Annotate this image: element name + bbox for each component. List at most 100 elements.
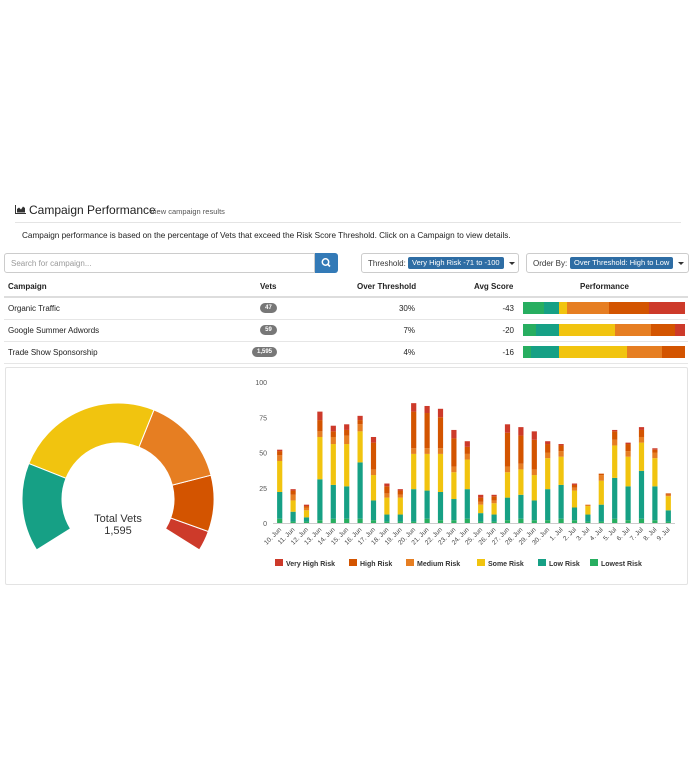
bar-segment-very-high-risk bbox=[277, 449, 283, 452]
bar-segment-lowest-risk bbox=[545, 520, 551, 523]
bar-segment-lowest-risk bbox=[464, 518, 470, 523]
bar-segment-very-high-risk bbox=[504, 424, 511, 433]
donut-segment-low-risk[interactable] bbox=[21, 462, 72, 551]
view-results-link[interactable]: View campaign results bbox=[150, 207, 225, 216]
bar-segment-high-risk bbox=[290, 490, 296, 495]
bar-segment-some-risk bbox=[491, 503, 497, 515]
bar-segment-very-high-risk bbox=[330, 425, 336, 432]
column-over-threshold[interactable]: Over Threshold bbox=[357, 282, 417, 291]
donut-segment-high-risk[interactable] bbox=[170, 474, 215, 533]
legend-swatch bbox=[590, 559, 598, 566]
bar-segment-medium-risk bbox=[411, 448, 417, 454]
legend-item[interactable]: Lowest Risk bbox=[601, 561, 642, 568]
bar-segment-low-risk bbox=[277, 491, 283, 519]
bar-segment-low-risk bbox=[518, 494, 524, 519]
bar-segment-lowest-risk bbox=[344, 518, 350, 523]
bar-segment-some-risk bbox=[598, 480, 604, 505]
bar-segment-some-risk bbox=[357, 431, 363, 463]
bar-segment-low-risk bbox=[571, 507, 578, 521]
bar-segment-low-risk bbox=[303, 517, 310, 522]
bar-segment-high-risk bbox=[384, 486, 390, 494]
panel-header: Campaign Performance View campaign resul… bbox=[15, 200, 681, 223]
bar-segment-high-risk bbox=[397, 490, 403, 495]
column-campaign[interactable]: Campaign bbox=[8, 282, 47, 291]
legend-item[interactable]: Very High Risk bbox=[286, 561, 335, 568]
bar-segment-lowest-risk bbox=[598, 521, 604, 523]
bar-segment-medium-risk bbox=[437, 448, 444, 454]
bar-segment-very-high-risk bbox=[491, 494, 497, 497]
bar-segment-low-risk bbox=[665, 510, 671, 522]
table-row[interactable]: Organic Traffic 47 30% -43 bbox=[4, 297, 688, 320]
table-row[interactable]: Trade Show Sponsorship 1,595 4% -16 bbox=[4, 341, 688, 364]
legend-item[interactable]: Some Risk bbox=[488, 561, 524, 568]
bar-segment-lowest-risk bbox=[491, 521, 497, 523]
bar-segment-high-risk bbox=[451, 438, 457, 467]
performance-segment-high-risk bbox=[608, 302, 650, 314]
bar-segment-lowest-risk bbox=[612, 518, 618, 523]
bar-segment-high-risk bbox=[330, 431, 336, 437]
legend-item[interactable]: High Risk bbox=[360, 561, 392, 568]
bar-segment-low-risk bbox=[638, 470, 645, 519]
bar-segment-very-high-risk bbox=[478, 494, 484, 498]
bar-segment-very-high-risk bbox=[545, 441, 551, 445]
bar-segment-some-risk bbox=[451, 472, 457, 500]
chevron-down-icon bbox=[678, 262, 684, 265]
campaign-name: Google Summer Adwords bbox=[8, 326, 100, 335]
bar-segment-high-risk bbox=[612, 431, 618, 440]
bar-segment-low-risk bbox=[598, 504, 604, 522]
x-tick-label: 1. Jul bbox=[549, 526, 565, 542]
bar-segment-high-risk bbox=[531, 439, 537, 470]
performance-segment-very-high-risk bbox=[649, 302, 685, 314]
performance-segment-high-risk bbox=[650, 324, 676, 336]
donut-segment-some-risk[interactable] bbox=[28, 402, 155, 479]
column-vets[interactable]: Vets bbox=[260, 282, 277, 291]
bar-segment-low-risk bbox=[491, 514, 497, 522]
bar-segment-some-risk bbox=[558, 456, 564, 485]
y-tick-label: 50 bbox=[259, 451, 267, 458]
campaign-name: Organic Traffic bbox=[8, 304, 60, 313]
bar-segment-high-risk bbox=[504, 432, 511, 467]
legend-item[interactable]: Low Risk bbox=[549, 561, 580, 568]
legend-item[interactable]: Medium Risk bbox=[417, 561, 460, 568]
bar-segment-some-risk bbox=[545, 458, 551, 490]
table-row[interactable]: Google Summer Adwords 59 7% -20 bbox=[4, 319, 688, 342]
performance-segment-some-risk bbox=[558, 302, 567, 314]
bar-segment-very-high-risk bbox=[290, 489, 296, 491]
bar-segment-very-high-risk bbox=[411, 403, 417, 412]
bar-segment-high-risk bbox=[558, 445, 564, 452]
bar-segment-some-risk bbox=[303, 510, 310, 518]
bar-segment-some-risk bbox=[330, 444, 336, 485]
column-avg-score[interactable]: Avg Score bbox=[474, 282, 514, 291]
threshold-dropdown[interactable]: Threshold: Very High Risk -71 to -100 bbox=[361, 253, 519, 273]
bar-segment-some-risk bbox=[370, 475, 377, 501]
bar-segment-very-high-risk bbox=[531, 431, 537, 440]
bar-segment-lowest-risk bbox=[411, 521, 417, 523]
search-button[interactable] bbox=[315, 253, 338, 273]
donut-segment-very-high-risk[interactable] bbox=[164, 517, 209, 551]
donut-segment-medium-risk[interactable] bbox=[138, 409, 212, 486]
bar-segment-lowest-risk bbox=[665, 521, 671, 523]
y-tick-label: 75 bbox=[259, 415, 267, 422]
campaign-name: Trade Show Sponsorship bbox=[8, 348, 98, 357]
area-chart-icon bbox=[15, 205, 26, 214]
legend-swatch bbox=[477, 559, 485, 566]
bar-segment-lowest-risk bbox=[290, 521, 296, 523]
y-tick-label: 100 bbox=[255, 380, 267, 387]
performance-segment-high-risk bbox=[662, 346, 685, 358]
bar-segment-high-risk bbox=[303, 506, 310, 508]
bar-segment-some-risk bbox=[344, 444, 350, 487]
bar-segment-lowest-risk bbox=[531, 520, 537, 523]
x-tick-label: 9. Jul bbox=[656, 526, 672, 542]
bar-segment-very-high-risk bbox=[558, 444, 564, 446]
bar-segment-some-risk bbox=[424, 453, 430, 491]
order-by-value: Over Threshold: High to Low bbox=[570, 257, 674, 269]
bar-segment-lowest-risk bbox=[625, 520, 631, 523]
bar-segment-some-risk bbox=[571, 490, 578, 508]
bar-segment-medium-risk bbox=[598, 475, 604, 481]
order-by-dropdown[interactable]: Order By: Over Threshold: High to Low bbox=[526, 253, 689, 273]
bar-segment-lowest-risk bbox=[330, 518, 336, 523]
bar-segment-lowest-risk bbox=[451, 520, 457, 523]
bar-segment-medium-risk bbox=[464, 453, 470, 460]
bar-segment-low-risk bbox=[478, 513, 484, 522]
search-input[interactable] bbox=[4, 253, 315, 273]
